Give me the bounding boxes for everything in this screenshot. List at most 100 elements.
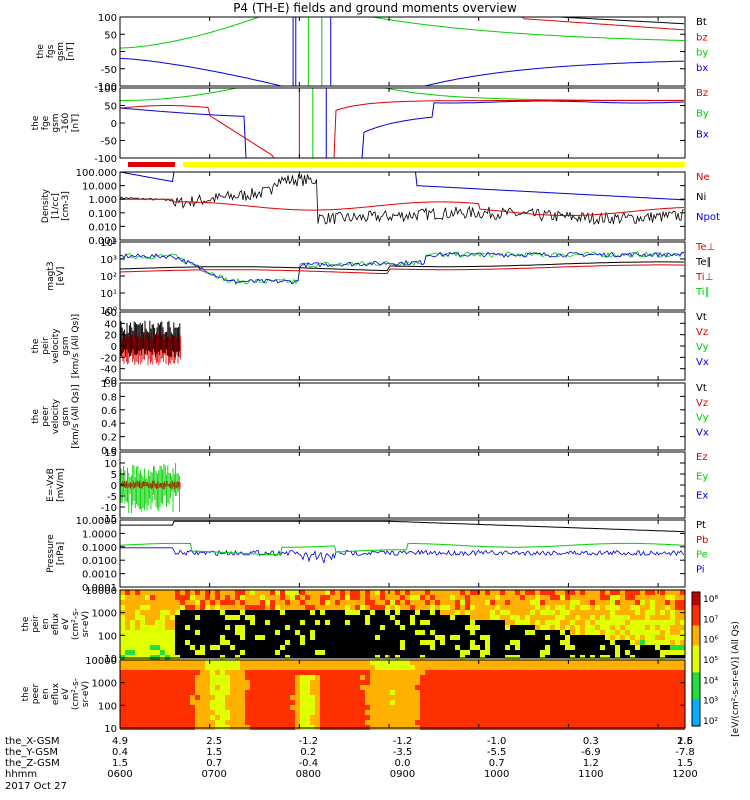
spectrogram-cell [565,645,570,650]
spectrogram-cell [505,590,510,595]
spectrogram-cell [445,675,450,680]
colorbar-cell [692,618,700,623]
spectrogram-cell [440,665,445,670]
spectrogram-cell [290,600,295,605]
spectrogram-cell [620,625,625,630]
spectrogram-cell [495,685,500,690]
spectrogram-cell [250,695,255,700]
spectrogram-cell [515,610,520,615]
spectrogram-cell [200,690,205,695]
spectrogram-cell [295,710,300,715]
spectrogram-cell [660,635,665,640]
spectrogram-cell [415,610,420,615]
spectrogram-cell [235,615,240,620]
spectrogram-cell [645,695,650,700]
spectrogram-cell [610,625,615,630]
spectrogram-cell [200,685,205,690]
spectrogram-cell [415,600,420,605]
spectrogram-cell [625,615,630,620]
spectrogram-cell [210,605,215,610]
spectrogram-cell [140,680,145,685]
spectrogram-cell [400,605,405,610]
spectrogram-cell [165,610,170,615]
y-axis-label: [eV] [56,267,66,286]
spectrogram-cell [640,660,645,665]
spectrogram-cell [380,710,385,715]
spectrogram-cell [255,705,260,710]
spectrogram-cell [130,600,135,605]
spectrogram-cell [625,635,630,640]
spectrogram-cell [555,715,560,720]
spectrogram-cell [425,600,430,605]
spectrogram-cell [630,675,635,680]
spectrogram-cell [270,720,275,725]
spectrogram-cell [445,610,450,615]
spectrogram-cell [215,670,220,675]
colorbar-label: [eV/(cm²-s-sr-eV)] (All Qs) [731,621,741,737]
spectrogram-cell [495,705,500,710]
spectrogram-cell [675,665,680,670]
spectrogram-cell [515,660,520,665]
spectrogram-cell [625,670,630,675]
spectrogram-cell [525,715,530,720]
colorbar-cell [692,625,700,630]
spectrogram-cell [345,695,350,700]
spectrogram-cell [230,645,235,650]
y-tick-label: 0.0 [101,446,117,457]
colorbar-cell [692,702,700,707]
spectrogram-cell [495,615,500,620]
spectrogram-cell [430,660,435,665]
spectrogram-cell [280,675,285,680]
spectrogram-cell [400,685,405,690]
spectrogram-cell [515,680,520,685]
spectrogram-cell [585,675,590,680]
spectrogram-cell [170,590,175,595]
spectrogram-cell [170,695,175,700]
x-tick-y-gsm: 1.5 [206,747,222,758]
spectrogram-cell [495,700,500,705]
spectrogram-cell [540,590,545,595]
spectrogram-cell [130,625,135,630]
spectrogram-cell [375,705,380,710]
spectrogram-cell [155,645,160,650]
spectrogram-cell [455,610,460,615]
spectrogram-cell [285,605,290,610]
y-tick-label: 1000 [92,609,117,620]
spectrogram-cell [605,680,610,685]
spectrogram-cell [490,690,495,695]
colorbar-cell [692,705,700,710]
panel-frame [119,589,686,659]
spectrogram-cell [190,700,195,705]
spectrogram-cell [605,670,610,675]
spectrogram-cell [360,710,365,715]
y-tick-label: 50 [104,102,117,113]
spectrogram-cell [580,695,585,700]
spectrogram-cell [370,695,375,700]
spectrogram-cell [415,630,420,635]
spectrogram-cell [130,665,135,670]
spectrogram-cell [140,685,145,690]
spectrogram-cell [535,685,540,690]
spectrogram-cell [640,670,645,675]
spectrogram-cell [295,670,300,675]
spectrogram-cell [160,625,165,630]
spectrogram-cell [300,695,305,700]
spectrogram-cell [380,690,385,695]
spectrogram-cell [335,590,340,595]
spectrogram-cell [520,700,525,705]
spectrogram-cell [625,605,630,610]
spectrogram-cell [450,660,455,665]
spectrogram-cell [650,695,655,700]
spectrogram-cell [635,710,640,715]
spectrogram-cell [405,600,410,605]
spectrogram-cell [190,720,195,725]
spectrogram-cell [390,595,395,600]
series-by [120,16,684,49]
spectrogram-cell [455,645,460,650]
spectrogram-cell [640,610,645,615]
spectrogram-cell [355,665,360,670]
spectrogram-cell [385,685,390,690]
spectrogram-cell [460,710,465,715]
spectrogram-cell [190,605,195,610]
spectrogram-cell [480,720,485,725]
